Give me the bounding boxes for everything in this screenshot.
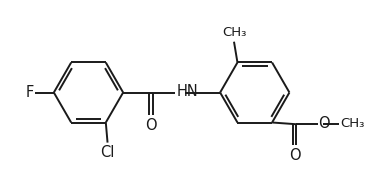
Text: CH₃: CH₃ <box>222 26 246 39</box>
Text: Cl: Cl <box>100 145 115 160</box>
Text: HN: HN <box>176 84 198 99</box>
Text: F: F <box>25 85 33 100</box>
Text: O: O <box>145 118 157 134</box>
Text: CH₃: CH₃ <box>340 117 365 130</box>
Text: O: O <box>289 149 300 164</box>
Text: O: O <box>319 116 330 131</box>
